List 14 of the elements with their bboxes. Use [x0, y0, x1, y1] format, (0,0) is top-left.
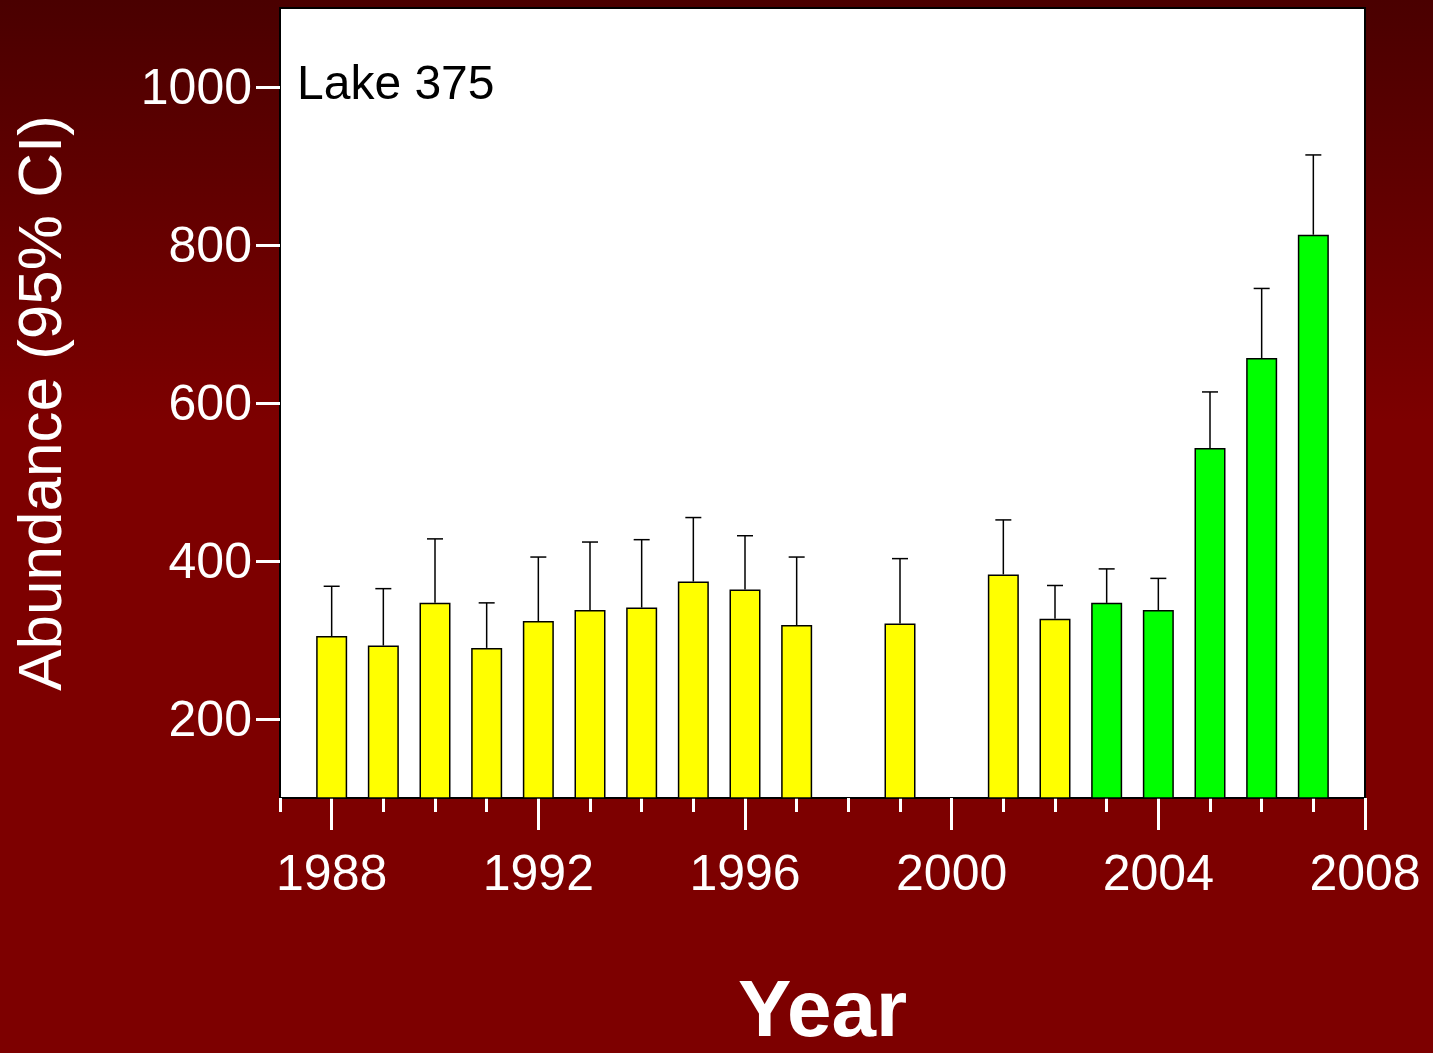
x-tick-label: 1992 [482, 845, 594, 901]
y-axis-title: Abundance (95% CI) [4, 115, 74, 691]
x-tick-label: 2000 [896, 845, 1008, 901]
x-tick-label: 1996 [689, 845, 801, 901]
x-axis-title: Year [737, 963, 908, 1053]
y-tick-label: 400 [168, 533, 252, 589]
annotation: Lake 375 [297, 55, 495, 109]
x-tick-label: 1988 [276, 845, 388, 901]
y-tick-label: 1000 [140, 59, 252, 115]
x-tick-label: 2008 [1309, 845, 1421, 901]
y-tick-label: 200 [168, 691, 252, 747]
y-tick-label: 800 [168, 217, 252, 273]
y-tick-label: 600 [168, 375, 252, 431]
x-tick-label: 2004 [1102, 845, 1214, 901]
